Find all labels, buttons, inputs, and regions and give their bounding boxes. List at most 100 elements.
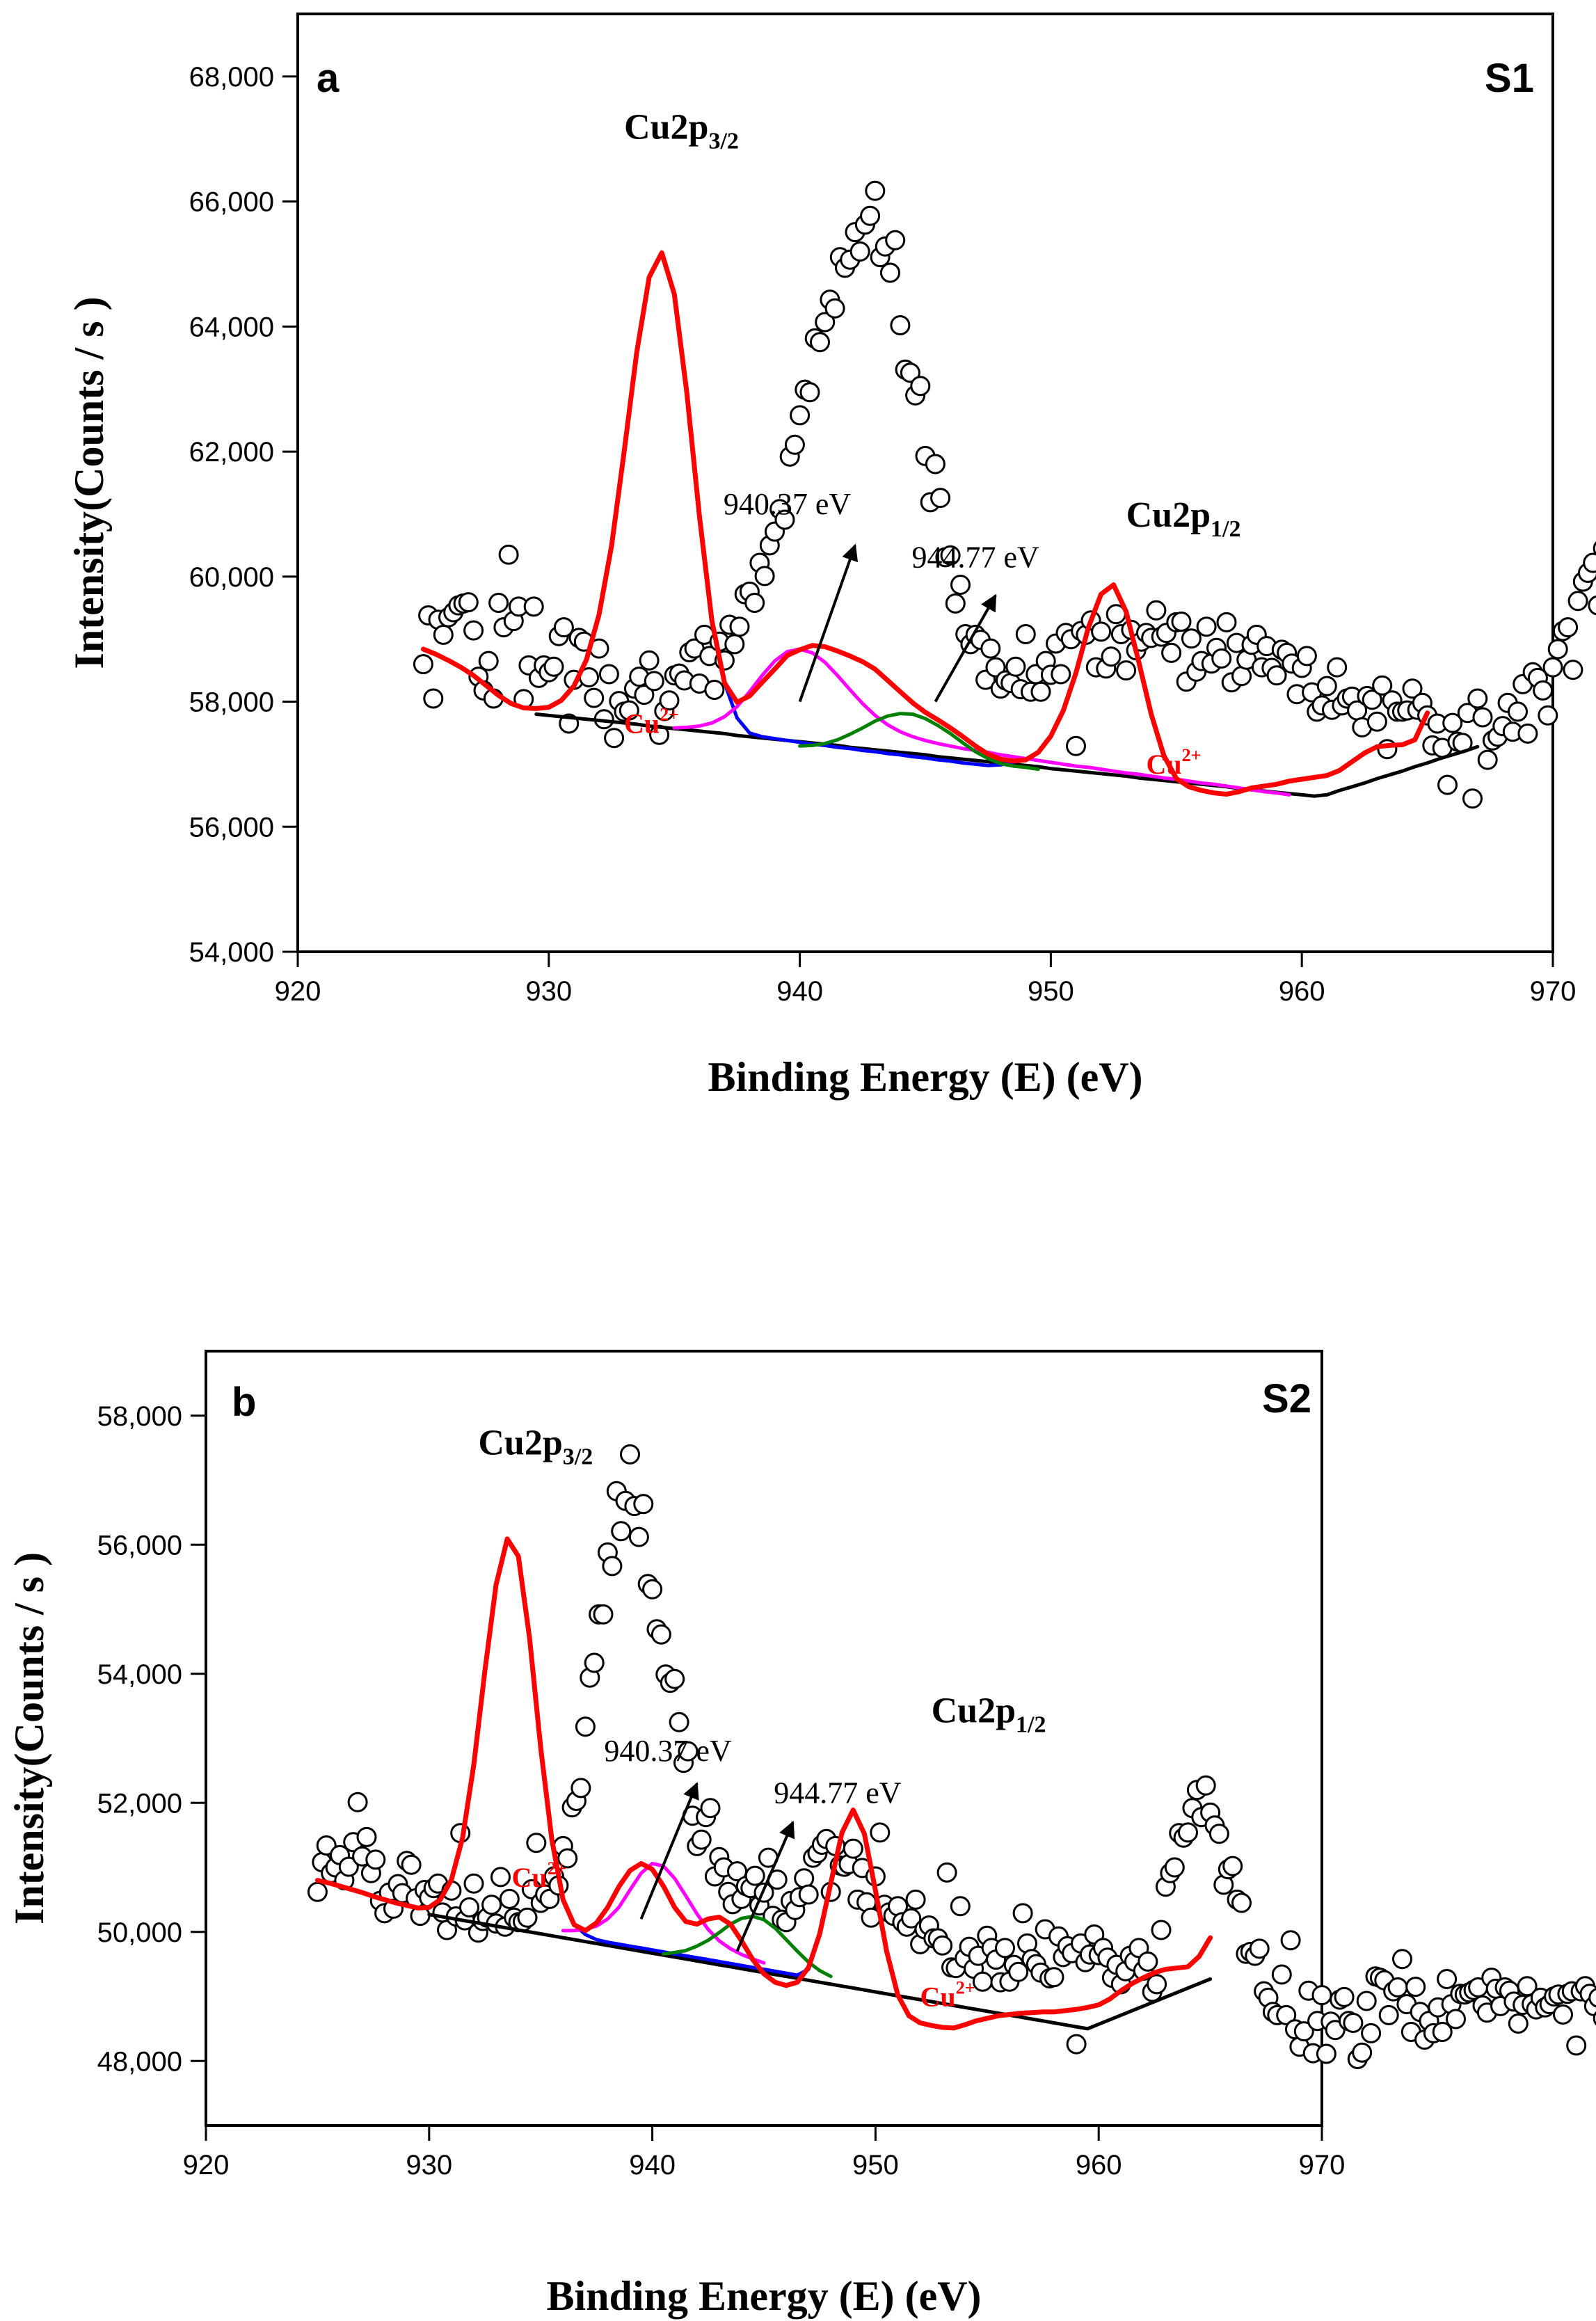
y-tick-label: 58,000: [189, 687, 274, 718]
data-point: [1508, 2013, 1529, 2034]
y-axis-title: Intensity(Counts / s ): [6, 1552, 52, 1924]
peak-label-main: Cu2p3/2: [624, 108, 739, 154]
data-point: [1164, 1857, 1185, 1878]
data-point: [1231, 1892, 1252, 1913]
data-point: [1567, 591, 1588, 612]
data-point: [1392, 1949, 1412, 1970]
data-point: [784, 434, 805, 455]
data-point: [1593, 2011, 1596, 2026]
x-tick-label: 970: [1299, 2150, 1346, 2180]
x-tick-label: 950: [852, 2150, 899, 2180]
data-point: [1296, 646, 1317, 667]
y-tick-label: 52,000: [97, 1788, 182, 1819]
data-point: [1161, 642, 1182, 663]
data-point: [810, 332, 830, 353]
data-point: [799, 382, 820, 403]
data-point: [1316, 2043, 1336, 2064]
background-curve: [427, 1913, 1213, 2031]
y-tick-label: 58,000: [97, 1401, 182, 1432]
data-point: [481, 1895, 502, 1915]
satellite-2-arrow: [735, 1820, 795, 1952]
x-tick-label: 940: [776, 976, 823, 1007]
data-point: [490, 1867, 511, 1888]
data-point: [1356, 1991, 1377, 2011]
x-tick-label: 960: [1076, 2150, 1122, 2180]
satellite-2-label: 944.77 eV: [774, 1776, 902, 1810]
data-point: [880, 262, 900, 283]
data-point: [1462, 788, 1483, 809]
satellite-1-arrow: [639, 1782, 699, 1920]
data-point: [910, 376, 931, 397]
cu2plus-label-base: Cu: [624, 708, 660, 739]
data-point: [659, 690, 680, 711]
data-point: [1593, 541, 1596, 556]
cu2plus-label: Cu2+: [511, 1858, 566, 1893]
data-point: [985, 657, 1006, 678]
data-point: [458, 592, 479, 613]
data-point: [744, 593, 765, 613]
data-point: [557, 1848, 578, 1869]
data-point: [972, 1971, 993, 1992]
data-point: [499, 1888, 520, 1909]
data-point: [1553, 2004, 1573, 2025]
satellite-1-label: 940.37 eV: [604, 1734, 732, 1768]
cumulative-fit-curve: [420, 250, 1430, 797]
data-point: [584, 687, 605, 708]
data-point: [1472, 707, 1493, 728]
data-point: [1316, 676, 1337, 696]
data-point: [885, 230, 906, 250]
peak-label-second-base: Cu2p: [932, 1691, 1016, 1730]
peak-label-main: Cu2p3/2: [478, 1423, 593, 1469]
data-point: [1271, 1964, 1292, 1985]
cu2plus-label-script: 2+: [548, 1858, 567, 1879]
data-point: [1538, 705, 1558, 726]
data-point: [1116, 660, 1137, 681]
data-point: [463, 1873, 484, 1894]
data-point: [307, 1881, 328, 1902]
data-point: [1101, 646, 1122, 667]
x-tick-label: 950: [1028, 976, 1074, 1007]
data-point: [1195, 1775, 1216, 1796]
data-point: [602, 1556, 623, 1577]
y-tick-label: 56,000: [189, 812, 274, 843]
data-point: [790, 405, 811, 426]
data-point: [901, 1908, 922, 1929]
data-point: [754, 566, 775, 587]
data-point: [1249, 1938, 1270, 1959]
data-point: [1222, 1856, 1243, 1876]
data-point: [1266, 665, 1287, 686]
peak-label-second: Cu2p1/2: [932, 1691, 1046, 1737]
chart-panel-a: 920 930 940 950 960 970 54,000 56,000 58,000 60,0…: [66, 13, 1596, 1100]
data-point: [526, 1833, 547, 1853]
data-point: [945, 593, 966, 614]
data-point: [517, 1907, 538, 1928]
data-point: [1147, 1974, 1167, 1995]
data-point: [936, 1862, 957, 1883]
data-point: [423, 688, 444, 709]
y-tick-label: 48,000: [97, 2046, 182, 2077]
data-point: [669, 1712, 689, 1732]
data-point: [1372, 675, 1393, 696]
x-axis-title: Binding Energy (E) (eV): [546, 2273, 981, 2319]
data-point: [611, 1521, 632, 1542]
data-point: [1208, 1824, 1229, 1844]
data-point: [1566, 2035, 1587, 2056]
data-point: [860, 205, 881, 226]
peak-label-second-base: Cu2p: [1126, 495, 1211, 535]
sample-label: S1: [1485, 56, 1534, 101]
plot-frame: [296, 13, 1554, 953]
data-point: [932, 1935, 953, 1956]
data-point: [815, 312, 836, 333]
data-point: [1378, 2004, 1399, 2025]
cu2plus-label-base: Cu: [920, 1981, 956, 2012]
panel-letter: a: [317, 56, 340, 101]
data-point: [642, 1579, 663, 1600]
x-axis-title: Binding Energy (E) (eV): [708, 1054, 1142, 1100]
sample-label: S2: [1262, 1376, 1311, 1421]
data-point: [651, 1624, 671, 1645]
data-point: [644, 671, 664, 692]
data-point: [401, 1854, 422, 1875]
data-point: [950, 575, 971, 595]
satellite-944-77-ev-component-curve: [798, 712, 1040, 772]
